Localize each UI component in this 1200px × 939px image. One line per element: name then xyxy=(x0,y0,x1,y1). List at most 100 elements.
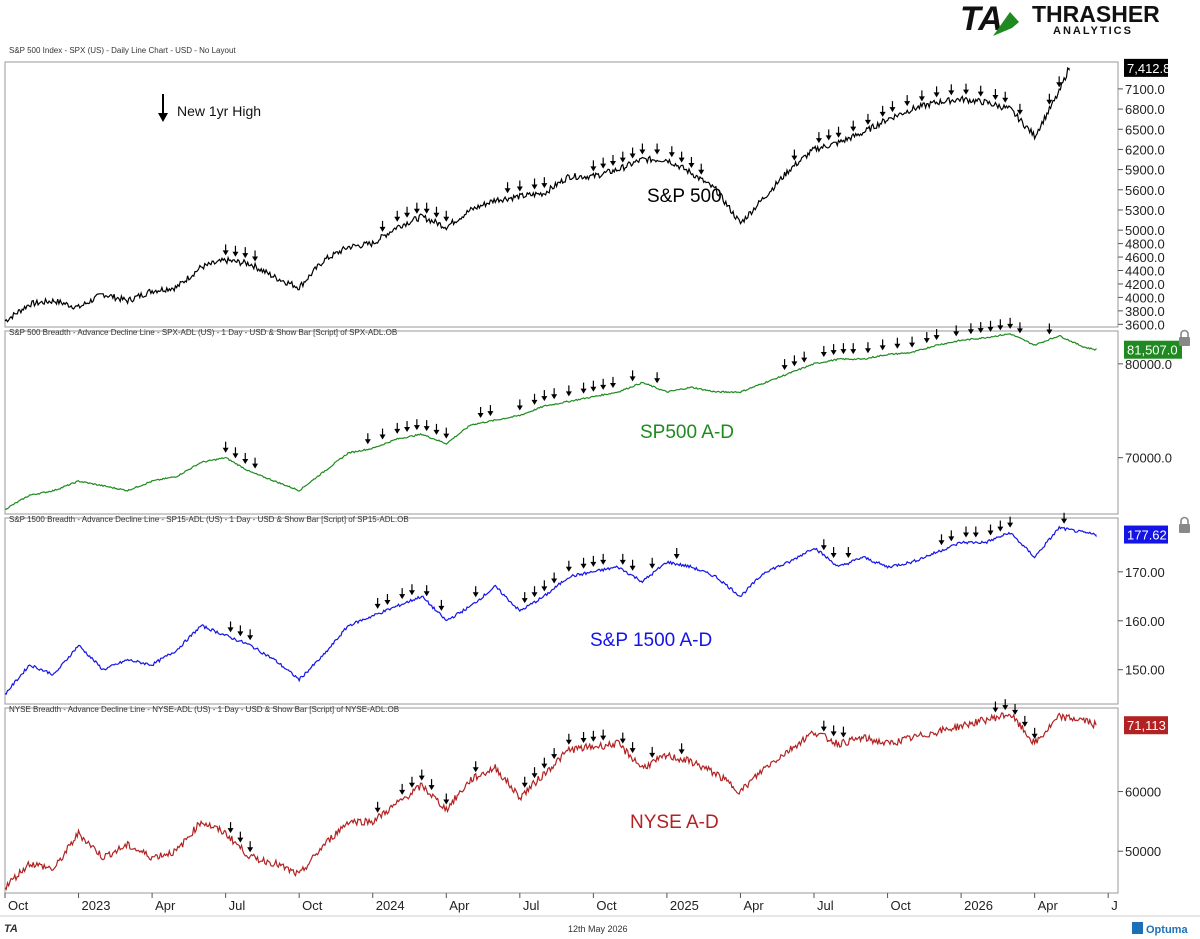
new-high-arrow-icon xyxy=(1046,93,1053,105)
new-high-arrow-icon xyxy=(565,560,572,572)
new-high-arrow-icon xyxy=(639,143,646,155)
brand-logo: TA THRASHER ANALYTICS xyxy=(960,0,1160,38)
series-line-sp500_ad xyxy=(4,333,1097,510)
series-line-nyse_ad xyxy=(4,712,1097,891)
new-high-arrow-icon xyxy=(678,743,685,755)
new-high-arrow-icon xyxy=(830,344,837,356)
footer-vendor: Optuma xyxy=(1146,924,1188,936)
new-high-arrow-icon xyxy=(222,441,229,453)
legend-note-text: New 1yr High xyxy=(177,103,261,119)
x-tick-label: 2026 xyxy=(964,898,993,913)
new-high-arrow-icon xyxy=(654,372,661,384)
y-tick-label: 70000.0 xyxy=(1125,451,1172,466)
new-high-arrow-icon xyxy=(477,406,484,418)
y-tick-label: 50000 xyxy=(1125,844,1161,859)
new-high-arrow-icon xyxy=(938,534,945,546)
new-high-arrow-icon xyxy=(237,831,244,843)
y-tick-label: 5300.0 xyxy=(1125,203,1165,218)
new-high-arrow-icon xyxy=(364,433,371,445)
y-tick-label: 160.00 xyxy=(1125,614,1165,629)
new-high-arrow-icon xyxy=(600,157,607,169)
legend-arrowhead-icon xyxy=(158,113,168,122)
new-high-arrow-icon xyxy=(923,332,930,344)
new-high-arrow-icon xyxy=(404,206,411,218)
panel-frame xyxy=(4,330,1119,515)
new-high-arrow-icon xyxy=(247,629,254,641)
new-high-arrow-icon xyxy=(399,588,406,600)
new-high-arrow-icon xyxy=(864,342,871,354)
y-tick-label: 5900.0 xyxy=(1125,163,1165,178)
new-high-arrow-icon xyxy=(948,530,955,542)
new-high-arrow-icon xyxy=(668,146,675,158)
new-high-arrow-icon xyxy=(394,422,401,434)
new-high-arrow-icon xyxy=(394,210,401,222)
new-high-arrow-icon xyxy=(977,85,984,97)
last-value-tag xyxy=(1124,340,1182,359)
new-high-arrow-icon xyxy=(580,382,587,394)
footer: TA 12th May 2026 Optuma xyxy=(4,922,1188,936)
new-high-arrow-icon xyxy=(629,370,636,382)
brand-name: THRASHER xyxy=(1032,1,1160,27)
new-high-arrow-icon xyxy=(820,345,827,357)
new-high-arrow-icon xyxy=(428,779,435,791)
new-high-arrow-icon xyxy=(688,156,695,168)
new-high-arrow-icon xyxy=(987,320,994,332)
panel-subtitle: S&P 1500 Breadth - Advance Decline Line … xyxy=(9,515,409,524)
new-high-arrow-icon xyxy=(850,343,857,355)
new-high-arrow-icon xyxy=(830,547,837,559)
panel-subtitle: S&P 500 Breadth - Advance Decline Line -… xyxy=(9,328,397,337)
last-value-label: 7,412.8 xyxy=(1127,61,1170,76)
new-high-arrow-icon xyxy=(909,336,916,348)
new-high-arrow-icon xyxy=(781,359,788,371)
new-high-arrow-icon xyxy=(237,625,244,637)
new-high-arrow-icon xyxy=(820,539,827,551)
new-high-arrow-icon xyxy=(551,572,558,584)
new-high-arrow-icon xyxy=(423,420,430,432)
new-high-arrow-icon xyxy=(379,220,386,232)
new-high-arrow-icon xyxy=(948,84,955,96)
panel-subtitle: S&P 500 Index - SPX (US) - Daily Line Ch… xyxy=(9,46,236,55)
y-tick-label: 6800.0 xyxy=(1125,102,1165,117)
new-high-arrow-icon xyxy=(609,376,616,388)
new-high-arrow-icon xyxy=(840,343,847,355)
new-high-arrow-icon xyxy=(850,120,857,132)
new-high-arrow-icon xyxy=(933,329,940,341)
new-high-arrow-icon xyxy=(472,761,479,773)
new-high-arrow-icon xyxy=(997,319,1004,331)
new-high-arrow-icon xyxy=(845,547,852,559)
new-high-arrow-icon xyxy=(408,584,415,596)
new-high-arrow-icon xyxy=(953,325,960,337)
new-high-arrow-icon xyxy=(1056,76,1063,88)
new-high-arrow-icon xyxy=(531,586,538,598)
lock-icon[interactable] xyxy=(1179,516,1190,534)
new-high-arrow-icon xyxy=(1002,91,1009,103)
new-high-arrow-icon xyxy=(698,163,705,175)
y-tick-label: 4200.0 xyxy=(1125,277,1165,292)
new-high-arrow-icon xyxy=(551,388,558,400)
series-label-spx: S&P 500 xyxy=(647,186,722,207)
y-tick-label: 4600.0 xyxy=(1125,250,1165,265)
new-high-arrow-icon xyxy=(619,151,626,163)
new-high-arrow-icon xyxy=(227,621,234,633)
lock-icon[interactable] xyxy=(1179,329,1190,347)
x-tick-label: Apr xyxy=(743,898,764,913)
new-high-arrow-icon xyxy=(590,730,597,742)
x-tick-label: Oct xyxy=(302,898,323,913)
x-axis: Oct 2023 Apr Jul Oct 2024 Apr Jul Oct 2025 Apr Jul O… xyxy=(0,892,1200,917)
new-high-arrow-icon xyxy=(894,337,901,349)
new-high-arrow-icon xyxy=(918,90,925,102)
new-high-arrow-icon xyxy=(820,720,827,732)
new-high-arrow-icon xyxy=(654,143,661,155)
last-value-tag xyxy=(1124,716,1168,735)
new-high-arrow-icon xyxy=(521,776,528,788)
x-tick-label: J xyxy=(1111,898,1118,913)
footer-date: 12th May 2026 xyxy=(568,924,628,934)
new-high-arrow-icon xyxy=(801,351,808,363)
new-high-arrow-icon xyxy=(531,767,538,779)
x-tick-label: Oct xyxy=(596,898,617,913)
new-high-arrow-icon xyxy=(1007,516,1014,528)
new-high-arrow-icon xyxy=(413,202,420,214)
panel-spx: S&P 500 Index - SPX (US) - Daily Line Ch… xyxy=(4,46,1170,332)
new-high-arrow-icon xyxy=(232,447,239,459)
